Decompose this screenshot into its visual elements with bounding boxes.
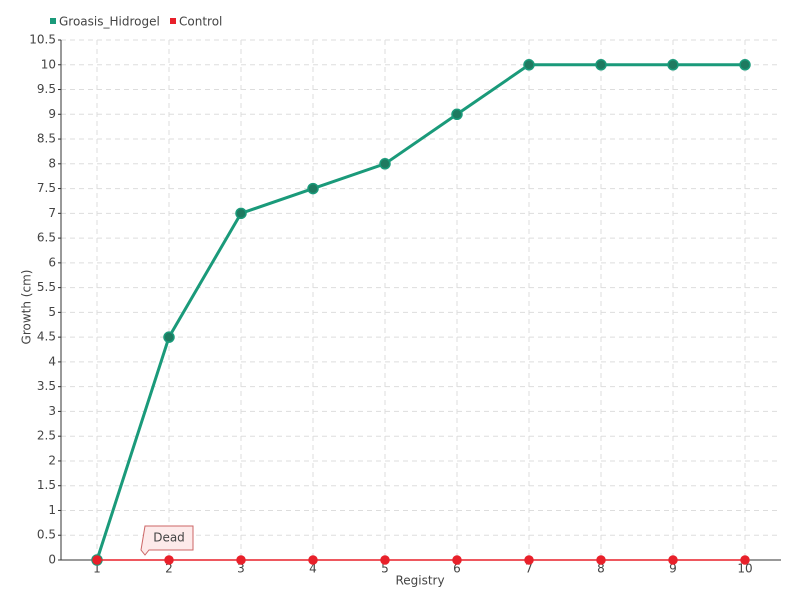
- x-tick-label: 7: [525, 562, 533, 576]
- y-tick-label: 7.5: [37, 181, 56, 195]
- x-tick-label: 10: [737, 562, 752, 576]
- x-axis-label: Registry: [395, 574, 444, 588]
- series-line: [95, 63, 745, 561]
- y-tick-label: 5: [48, 305, 56, 319]
- data-point: [307, 182, 319, 195]
- x-tick-label: 9: [669, 562, 677, 576]
- data-point: [739, 59, 751, 71]
- y-tick-label: 8: [48, 156, 56, 170]
- data-point: [235, 207, 247, 220]
- data-point: [523, 59, 535, 71]
- y-tick-label: 3.5: [37, 379, 56, 393]
- y-tick-label: 6.5: [37, 231, 56, 245]
- x-tick-label: 2: [165, 562, 173, 576]
- data-point: [163, 331, 175, 343]
- data-point: [308, 555, 318, 565]
- y-tick-label: 10.5: [29, 33, 56, 47]
- annotation-text: Dead: [153, 531, 185, 545]
- y-tick-label: 0: [48, 553, 56, 567]
- y-tick-label: 1: [48, 503, 56, 517]
- data-point: [667, 59, 679, 71]
- y-tick-label: 4: [48, 354, 56, 368]
- x-tick-label: 6: [453, 562, 461, 576]
- y-tick-label: 9.5: [37, 82, 56, 96]
- x-tick-label: 8: [597, 562, 605, 576]
- legend-swatch: [50, 18, 56, 24]
- data-point: [452, 555, 462, 565]
- data-point: [379, 158, 391, 170]
- y-tick-label: 3: [48, 404, 56, 418]
- x-tick-label: 3: [237, 562, 245, 576]
- data-point: [740, 555, 750, 565]
- legend-label: Groasis_Hidrogel: [59, 15, 160, 29]
- legend-label: Control: [179, 15, 222, 29]
- annotation: Dead: [140, 525, 194, 556]
- annotation-box: [140, 525, 194, 556]
- y-tick-label: 6: [48, 255, 56, 269]
- x-tick-label: 4: [309, 562, 317, 576]
- y-tick-label: 7: [48, 206, 56, 220]
- data-point: [524, 555, 534, 565]
- y-tick-label: 2: [48, 453, 56, 467]
- y-tick-label: 1.5: [37, 478, 56, 492]
- data-point: [596, 555, 606, 565]
- x-tick-label: 1: [93, 562, 101, 576]
- y-tick-label: 2.5: [37, 429, 56, 443]
- data-point: [668, 555, 678, 565]
- y-tick-label: 10: [41, 57, 56, 71]
- y-tick-label: 9: [48, 107, 56, 121]
- y-axis-label: Growth (cm): [20, 270, 34, 345]
- x-tick-label: 5: [381, 562, 389, 576]
- y-tick-label: 0.5: [37, 528, 56, 542]
- legend-swatch: [170, 18, 176, 24]
- data-point: [595, 59, 607, 71]
- data-point: [92, 555, 102, 565]
- data-point: [451, 108, 463, 121]
- data-point: [164, 555, 174, 565]
- y-tick-label: 5.5: [37, 280, 56, 294]
- y-tick-label: 4.5: [37, 330, 56, 344]
- y-tick-label: 8.5: [37, 132, 56, 146]
- data-point: [380, 555, 390, 565]
- data-point: [236, 555, 246, 565]
